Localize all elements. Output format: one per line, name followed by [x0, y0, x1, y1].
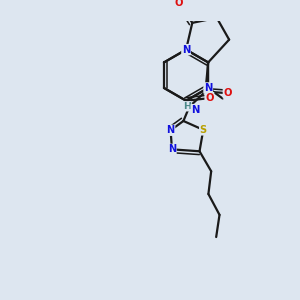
Text: N: N: [168, 144, 176, 154]
Text: O: O: [224, 88, 232, 98]
Text: O: O: [205, 93, 214, 103]
Text: O: O: [175, 0, 183, 8]
Text: N: N: [167, 125, 175, 135]
Text: N: N: [182, 45, 190, 55]
Text: N: N: [204, 83, 212, 93]
Text: S: S: [200, 125, 207, 135]
Text: N: N: [191, 105, 200, 115]
Text: H: H: [183, 102, 191, 111]
